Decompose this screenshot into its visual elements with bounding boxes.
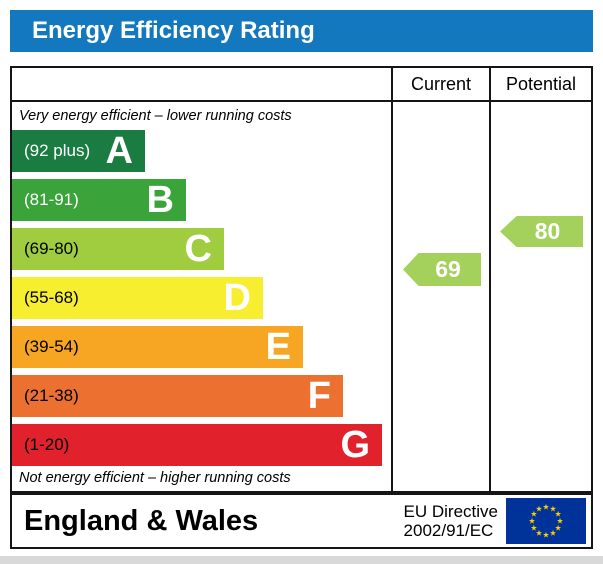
band-letter: E: [265, 326, 291, 368]
footer-bar: England & Wales EU Directive 2002/91/EC: [10, 493, 593, 549]
band-letter: D: [223, 277, 251, 319]
bottom-edge-strip: [0, 556, 603, 564]
potential-rating-value: 80: [534, 218, 561, 244]
note-very-efficient: Very energy efficient – lower running co…: [19, 108, 292, 124]
band-row-d: (55-68) D: [12, 277, 391, 326]
band-letter: A: [105, 130, 133, 172]
band-bar-e: (39-54) E: [12, 326, 303, 368]
title-bar: Energy Efficiency Rating: [10, 10, 593, 52]
region-label: England & Wales: [24, 504, 259, 537]
band-letter: C: [184, 228, 212, 270]
potential-rating-arrow: 80: [500, 216, 583, 247]
band-row-f: (21-38) F: [12, 375, 391, 424]
band-range-label: (69-80): [24, 239, 79, 258]
current-rating-arrow: 69: [403, 253, 481, 286]
band-letter: G: [340, 424, 370, 466]
note-not-efficient: Not energy efficient – higher running co…: [19, 470, 291, 486]
eu-directive-line1: EU Directive: [403, 502, 498, 521]
band-bar-f: (21-38) F: [12, 375, 343, 417]
band-row-b: (81-91) B: [12, 179, 391, 228]
band-range-label: (92 plus): [24, 141, 91, 160]
rating-bands: (92 plus) A (81-91) B (69-80) C (55-68): [12, 130, 391, 473]
eu-flag-icon: [506, 498, 586, 544]
band-letter: F: [307, 375, 331, 417]
band-range-label: (55-68): [24, 288, 79, 307]
band-bar-c: (69-80) C: [12, 228, 224, 270]
band-range-label: (39-54): [24, 337, 79, 356]
band-range-label: (1-20): [24, 435, 70, 454]
page-title: Energy Efficiency Rating: [32, 17, 315, 44]
band-bar-d: (55-68) D: [12, 277, 263, 319]
eu-directive-line2: 2002/91/EC: [403, 521, 494, 540]
band-row-e: (39-54) E: [12, 326, 391, 375]
column-header-current: Current: [410, 73, 472, 94]
column-divider-current: [391, 68, 393, 491]
band-letter: B: [146, 179, 174, 221]
rating-table: Current Potential Very energy efficient …: [10, 66, 593, 493]
current-rating-value: 69: [435, 256, 461, 282]
band-range-label: (81-91): [24, 190, 79, 209]
band-row-a: (92 plus) A: [12, 130, 391, 179]
band-range-label: (21-38): [24, 386, 79, 405]
table-header: Current Potential: [12, 68, 591, 102]
band-row-g: (1-20) G: [12, 424, 391, 473]
band-bar-g: (1-20) G: [12, 424, 382, 466]
band-bar-a: (92 plus) A: [12, 130, 145, 172]
band-row-c: (69-80) C: [12, 228, 391, 277]
band-bar-b: (81-91) B: [12, 179, 186, 221]
column-divider-potential: [489, 68, 491, 491]
column-header-potential: Potential: [505, 73, 577, 94]
eu-directive-label: EU Directive 2002/91/EC: [404, 502, 498, 540]
